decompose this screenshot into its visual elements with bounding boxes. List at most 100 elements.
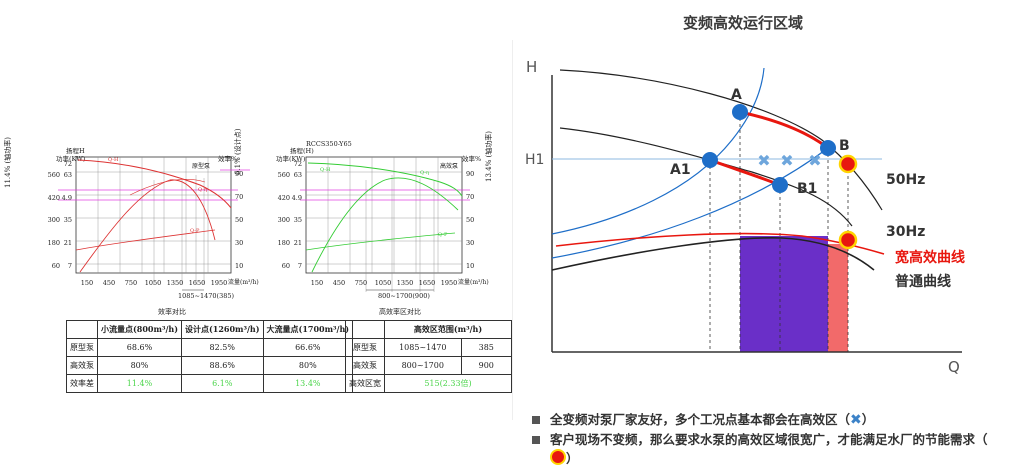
point-b bbox=[820, 140, 836, 156]
svg-text:1050: 1050 bbox=[145, 279, 162, 287]
notes: 全变频对泵厂家友好，多个工况点基本都会在高效区（✖） 客户现场不变频，那么要求水… bbox=[528, 410, 988, 468]
chart1-right-rot-label: 6.1% (设计点) bbox=[233, 128, 242, 175]
operating-points bbox=[702, 104, 836, 193]
normal-efficiency-region bbox=[740, 236, 828, 352]
chart2-curve-label-eta: Q-η bbox=[420, 170, 429, 176]
svg-text:30: 30 bbox=[466, 239, 474, 247]
svg-text:21: 21 bbox=[294, 239, 302, 247]
svg-text:50: 50 bbox=[466, 216, 474, 224]
svg-text:180: 180 bbox=[48, 239, 60, 247]
pump-curve-charts: 11.4% (轴功率) 扬程H 功率(KW) 6.1% (设计点) 效率% 原型… bbox=[3, 128, 493, 316]
table-row: 高效泵 80% 88.6% 80% bbox=[66, 356, 354, 375]
svg-text:21: 21 bbox=[64, 239, 72, 247]
hi-eff-segment-50hz bbox=[739, 110, 829, 150]
table-row: 高效泵 800~1700 900 bbox=[345, 356, 513, 375]
red-dot-icon bbox=[838, 154, 858, 174]
chart1-left-ticks: 72 560 63 420 4.9 300 35 180 21 60 7 bbox=[48, 160, 72, 270]
svg-text:90: 90 bbox=[466, 170, 474, 178]
table-row: 原型泵 1085~1470 385 bbox=[345, 338, 513, 357]
table1-caption: 效率对比 bbox=[158, 307, 186, 316]
chart2-frame bbox=[305, 156, 463, 274]
svg-text:1650: 1650 bbox=[419, 279, 436, 287]
chart1-grid bbox=[76, 157, 231, 285]
svg-text:63: 63 bbox=[294, 171, 302, 179]
table-row: 小流量点(800m³/h) 设计点(1260m³/h) 大流量点(1700m³/… bbox=[66, 320, 354, 339]
system-curve bbox=[551, 67, 765, 235]
left-panel: 11.4% (轴功率) 扬程H 功率(KW) 6.1% (设计点) 效率% 原型… bbox=[0, 0, 513, 474]
chart1-y-right-title: 效率% bbox=[218, 154, 237, 163]
svg-text:60: 60 bbox=[52, 262, 60, 270]
chart2-right-ticks: 90 70 50 30 10 bbox=[466, 170, 474, 270]
svg-text:1950: 1950 bbox=[211, 279, 228, 287]
chart2-qh-curve bbox=[307, 162, 463, 197]
svg-text:B: B bbox=[839, 138, 850, 154]
axis-y-label: H bbox=[526, 58, 537, 76]
svg-text:70: 70 bbox=[235, 193, 243, 201]
table-row: 高效区宽 515(2.33倍) bbox=[345, 374, 512, 393]
svg-text:450: 450 bbox=[103, 279, 115, 287]
chart2-x-ticks: 150 450 750 1050 1350 1650 1950 bbox=[311, 279, 457, 287]
svg-text:30: 30 bbox=[235, 239, 243, 247]
svg-text:1050: 1050 bbox=[375, 279, 392, 287]
operating-point-markers: ✖ ✖ ✖ bbox=[757, 151, 821, 170]
svg-text:A: A bbox=[731, 87, 742, 103]
chart1-frame bbox=[75, 156, 232, 274]
svg-text:B1: B1 bbox=[797, 181, 817, 197]
svg-text:A1: A1 bbox=[670, 162, 691, 178]
chart2-left-ticks: 72 560 63 420 4.9 300 35 180 21 60 7 bbox=[278, 160, 302, 270]
chart2: RCCS350-Y65 扬程(H) 功率(KW) 13.4% (轴功率) 效率%… bbox=[276, 131, 493, 300]
table-row: 效率差 11.4% 6.1% 13.4% bbox=[66, 374, 354, 393]
chart2-efficiency-curve bbox=[311, 177, 459, 273]
point-labels: A B A1 B1 bbox=[670, 87, 850, 197]
svg-text:150: 150 bbox=[311, 279, 323, 287]
chart1-left-rot-label: 11.4% (轴功率) bbox=[3, 137, 12, 188]
chart1-curve-label-qh: Q-H bbox=[108, 157, 119, 163]
svg-text:60: 60 bbox=[282, 262, 290, 270]
x-marker-icon: ✖ bbox=[757, 151, 770, 170]
chart1: 11.4% (轴功率) 扬程H 功率(KW) 6.1% (设计点) 效率% 原型… bbox=[3, 128, 259, 300]
svg-text:560: 560 bbox=[278, 171, 290, 179]
note-item: 客户现场不变频，那么要求水泵的高效区域很宽广，才能满足水厂的节能需求（） bbox=[528, 430, 988, 468]
chart2-curve-label-qh: Q-H bbox=[320, 167, 331, 173]
svg-text:180: 180 bbox=[278, 239, 290, 247]
normal-efficiency-curve bbox=[551, 237, 875, 271]
chart1-efficiency-curve bbox=[79, 179, 216, 273]
chart2-x-label: 流量(m³/h) bbox=[458, 278, 489, 286]
svg-text:750: 750 bbox=[125, 279, 137, 287]
chart2-y-left-title: 扬程(H) bbox=[290, 146, 314, 155]
svg-text:63: 63 bbox=[64, 171, 72, 179]
svg-text:4.9: 4.9 bbox=[62, 194, 72, 202]
curve-50hz bbox=[559, 69, 883, 211]
svg-text:72: 72 bbox=[64, 160, 72, 168]
red-dot-icon bbox=[550, 449, 566, 465]
svg-text:450: 450 bbox=[333, 279, 345, 287]
svg-text:10: 10 bbox=[466, 262, 474, 270]
svg-text:420: 420 bbox=[278, 194, 290, 202]
svg-text:7: 7 bbox=[68, 262, 72, 270]
svg-text:1350: 1350 bbox=[397, 279, 414, 287]
chart1-x-label: 流量(m³/h) bbox=[228, 278, 259, 286]
vfd-diagram: H Q H1 ✖ ✖ ✖ A B A1 B1 bbox=[525, 58, 965, 376]
table-row: 高效区范围(m³/h) bbox=[345, 320, 512, 339]
svg-text:70: 70 bbox=[466, 193, 474, 201]
curve-30hz bbox=[559, 127, 853, 227]
bullet-icon bbox=[532, 416, 540, 424]
svg-text:300: 300 bbox=[48, 216, 60, 224]
chart2-magenta-guides bbox=[300, 189, 470, 201]
guide-verticals bbox=[709, 112, 849, 352]
chart2-right-rot-label: 13.4% (轴功率) bbox=[484, 131, 493, 182]
chart2-curve-tag: 高效泵 bbox=[440, 162, 458, 170]
chart2-code: RCCS350-Y65 bbox=[306, 140, 352, 148]
chart1-right-ticks: 90 70 50 30 10 bbox=[235, 170, 243, 270]
chart1-y-left-unit: 功率(KW) bbox=[56, 154, 86, 163]
wide-efficiency-extra-region bbox=[828, 244, 848, 352]
svg-text:35: 35 bbox=[294, 216, 302, 224]
chart2-y-left-unit: 功率(KW) bbox=[276, 154, 306, 163]
chart2-curve-label-p: Q-P bbox=[438, 232, 448, 238]
table-row: 原型泵 68.6% 82.5% 66.6% bbox=[66, 338, 354, 357]
svg-text:300: 300 bbox=[278, 216, 290, 224]
chart1-qh-curve bbox=[77, 159, 232, 209]
wide-range-points bbox=[838, 154, 858, 250]
svg-text:4.9: 4.9 bbox=[292, 194, 302, 202]
svg-text:90: 90 bbox=[235, 170, 243, 178]
